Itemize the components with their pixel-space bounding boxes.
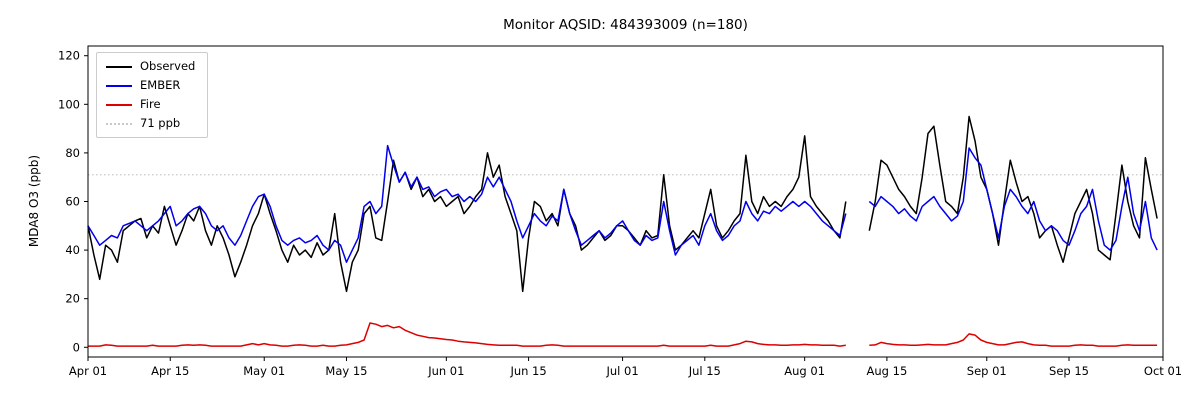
legend-item-ember: EMBER: [106, 79, 195, 92]
series-line-ember: [87, 144, 1158, 263]
axes-frame: [87, 45, 1164, 358]
legend-label: Fire: [140, 97, 161, 111]
y-tick-label: 100: [58, 97, 80, 111]
x-tick-label: Sep 01: [967, 364, 1007, 378]
x-tick-label: Aug 15: [867, 364, 908, 378]
x-tick-label: Jul 01: [605, 364, 638, 378]
y-tick-label: 0: [73, 340, 80, 354]
y-tick-label: 60: [65, 195, 80, 209]
y-tick-label: 40: [65, 243, 80, 257]
x-tick-label: Apr 15: [151, 364, 189, 378]
legend-line-sample: [106, 65, 132, 68]
legend-line-sample: [106, 84, 132, 87]
legend-label: Observed: [140, 59, 196, 73]
legend-label: 71 ppb: [140, 116, 181, 130]
y-tick-label: 80: [65, 146, 80, 160]
legend-line-sample: [106, 122, 132, 125]
x-tick-label: May 01: [243, 364, 285, 378]
chart-legend: Observed EMBER Fire 71 ppb: [96, 52, 209, 138]
x-tick-label: Jul 15: [688, 364, 721, 378]
legend-item-observed: Observed: [106, 60, 195, 73]
x-tick-label: Oct 01: [1144, 364, 1182, 378]
y-axis-label: MDA8 O3 (ppb): [27, 154, 41, 248]
x-tick-label: Jun 01: [427, 364, 464, 378]
y-tick-label: 120: [58, 49, 80, 63]
x-tick-label: May 15: [325, 364, 367, 378]
legend-label: EMBER: [140, 78, 181, 92]
legend-item-fire: Fire: [106, 98, 195, 111]
x-tick-label: Apr 01: [69, 364, 107, 378]
x-tick-label: Sep 15: [1049, 364, 1089, 378]
y-tick-label: 20: [65, 292, 80, 306]
x-tick-label: Aug 01: [784, 364, 825, 378]
legend-line-sample: [106, 103, 132, 106]
legend-item-71-ppb: 71 ppb: [106, 117, 195, 130]
series-line-observed: [87, 115, 1158, 293]
x-tick-label: Jun 15: [509, 364, 546, 378]
series-line-fire: [88, 322, 1158, 347]
chart-title: Monitor AQSID: 484393009 (n=180): [503, 17, 748, 33]
